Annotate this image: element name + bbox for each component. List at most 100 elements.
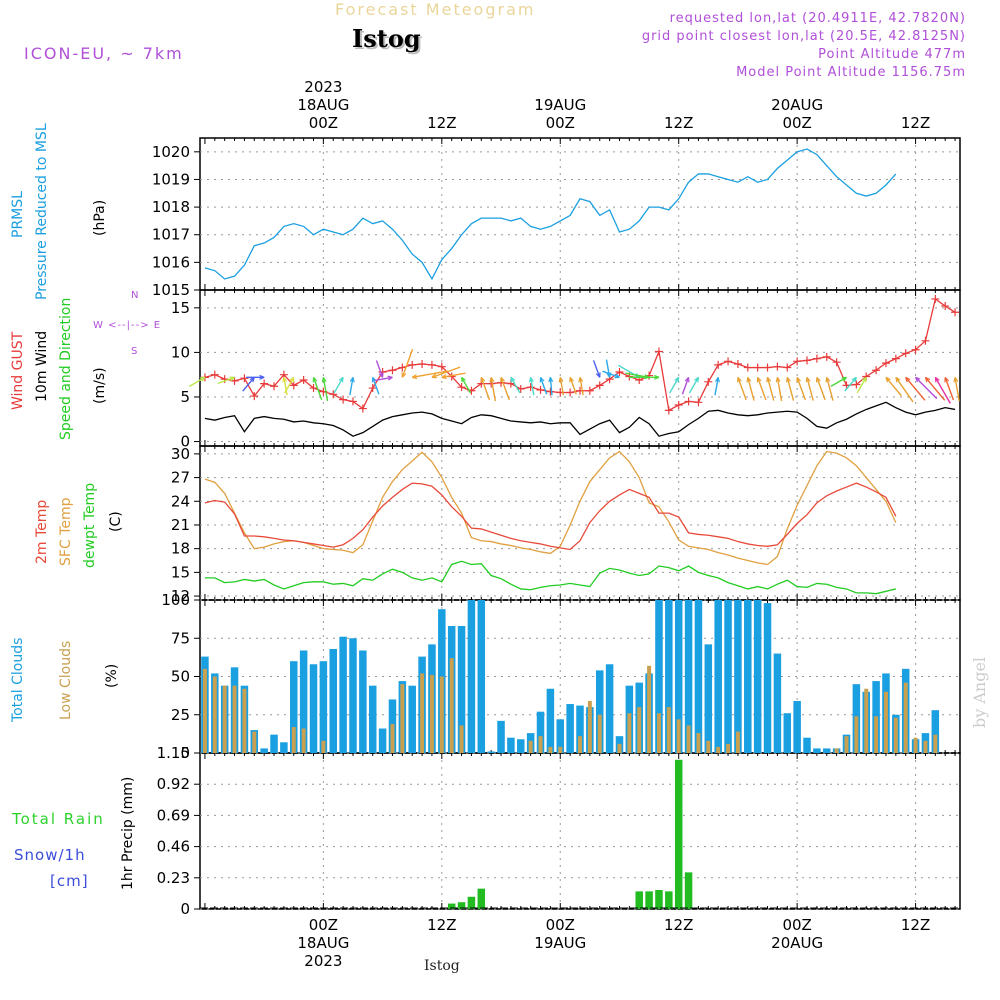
wind-barb [944, 377, 955, 401]
gust-marker [615, 368, 624, 377]
low-cloud-bar [301, 728, 306, 753]
wind-barb-head [528, 377, 534, 383]
total-cloud-bar [931, 710, 940, 753]
wind-barb-head [674, 376, 680, 383]
top-time-label: 00Z [309, 114, 338, 132]
compass-n: N [131, 290, 139, 301]
gust-marker [753, 363, 762, 372]
wind-barb [569, 377, 577, 395]
gust-marker [358, 404, 367, 413]
total-cloud-bar [566, 704, 574, 753]
wind-barb [905, 376, 926, 401]
panel-frame-4 [199, 752, 961, 910]
gust-marker [240, 374, 249, 383]
footer-station: Istog [424, 958, 460, 974]
panel-frame-2 [199, 445, 961, 601]
low-cloud-bar [222, 685, 227, 753]
precip-bar [635, 891, 643, 909]
low-cloud-bar [864, 688, 869, 753]
total-cloud-bar [674, 600, 683, 753]
total-cloud-bar [319, 661, 328, 753]
y-tick-label: 0.23 [157, 869, 190, 887]
total-cloud-bar [556, 719, 565, 753]
low-cloud-bar [933, 734, 938, 753]
pressure-line [204, 148, 897, 281]
wind-barb-head [199, 376, 206, 382]
sfc-temp-line [204, 450, 897, 566]
wind-barb [776, 377, 783, 402]
wind-barb-head [578, 377, 584, 383]
gust-marker [733, 359, 742, 368]
requested-location: requested lon,lat (20.4911E, 42.7820N) [669, 11, 966, 26]
low-cloud-bar [617, 743, 622, 753]
wind-barb [490, 377, 497, 402]
total-cloud-bar [595, 670, 604, 753]
gust-marker [279, 370, 288, 379]
wind-barb-head [387, 375, 393, 381]
low-cloud-bar [578, 736, 582, 753]
precip-bar [457, 902, 466, 909]
precip-bar [467, 896, 476, 909]
top-time-label: 00Z [782, 114, 811, 132]
low-cloud-bar [735, 731, 740, 753]
total-cloud-bar [704, 644, 713, 753]
wind-barb [500, 377, 510, 401]
gust-marker [812, 354, 821, 363]
low-cloud-bar [686, 725, 691, 753]
bottom-time-label: 12Z [427, 916, 456, 934]
total-cloud-bar [655, 600, 663, 753]
y-tick-label: 30 [171, 445, 190, 463]
total-cloud-bar [694, 600, 703, 753]
wind-barb [592, 360, 601, 378]
low-cloud-bar [439, 676, 444, 753]
wind-barb [283, 377, 288, 396]
wind-barb [559, 377, 565, 396]
wind-barb [529, 377, 535, 396]
wind-barb-head [737, 376, 742, 383]
wind-barb [188, 376, 206, 387]
wind-barb [934, 377, 951, 404]
total-cloud-bar [507, 737, 515, 753]
low-cloud-bar [874, 716, 879, 753]
wind-barb-head [805, 376, 811, 383]
low-cloud-bar [400, 684, 405, 753]
wind-barb [856, 377, 867, 394]
low-cloud-bar [637, 707, 642, 753]
gust-marker [210, 370, 219, 379]
total-cloud-bar [605, 664, 614, 753]
wind-barb-head [378, 372, 384, 378]
low-cloud-bar [666, 707, 671, 753]
low-cloud-bar [893, 717, 898, 753]
bottom-time-label: 19AUG [534, 934, 586, 952]
wind-barb-head [684, 376, 690, 383]
wind-barb [915, 376, 938, 400]
low-cloud-bar [390, 723, 395, 753]
total-cloud-bar [536, 711, 545, 753]
wind-barb-head [944, 376, 950, 383]
wind-barb [766, 377, 775, 401]
wind-barb-head [766, 376, 772, 383]
gust-marker [408, 360, 417, 369]
wind-barb [806, 377, 814, 401]
total-cloud-bar [260, 748, 268, 753]
wind-barb [602, 370, 620, 379]
chart-title: Forecast Meteogram [335, 0, 536, 19]
gust-marker [931, 294, 940, 303]
bottom-time-label: 00Z [782, 916, 811, 934]
compass-we: W <--|--> E [93, 320, 162, 331]
gust-marker [891, 354, 900, 363]
wind-barb [401, 348, 414, 378]
wind-barb-head [338, 376, 344, 383]
wind-barb [747, 377, 755, 401]
gust-marker [684, 397, 693, 406]
low-cloud-bar [597, 714, 602, 753]
total-cloud-bar [684, 600, 693, 753]
gust-marker [368, 384, 377, 393]
wind-barb-head [548, 377, 554, 383]
wind-barb-head [480, 376, 486, 383]
top-time-label: 2023 [304, 78, 342, 96]
low-cloud-bar [587, 700, 592, 753]
wind-barb [460, 377, 472, 394]
wind-barb-head [756, 376, 762, 383]
y-tick-label: 15 [171, 299, 190, 317]
